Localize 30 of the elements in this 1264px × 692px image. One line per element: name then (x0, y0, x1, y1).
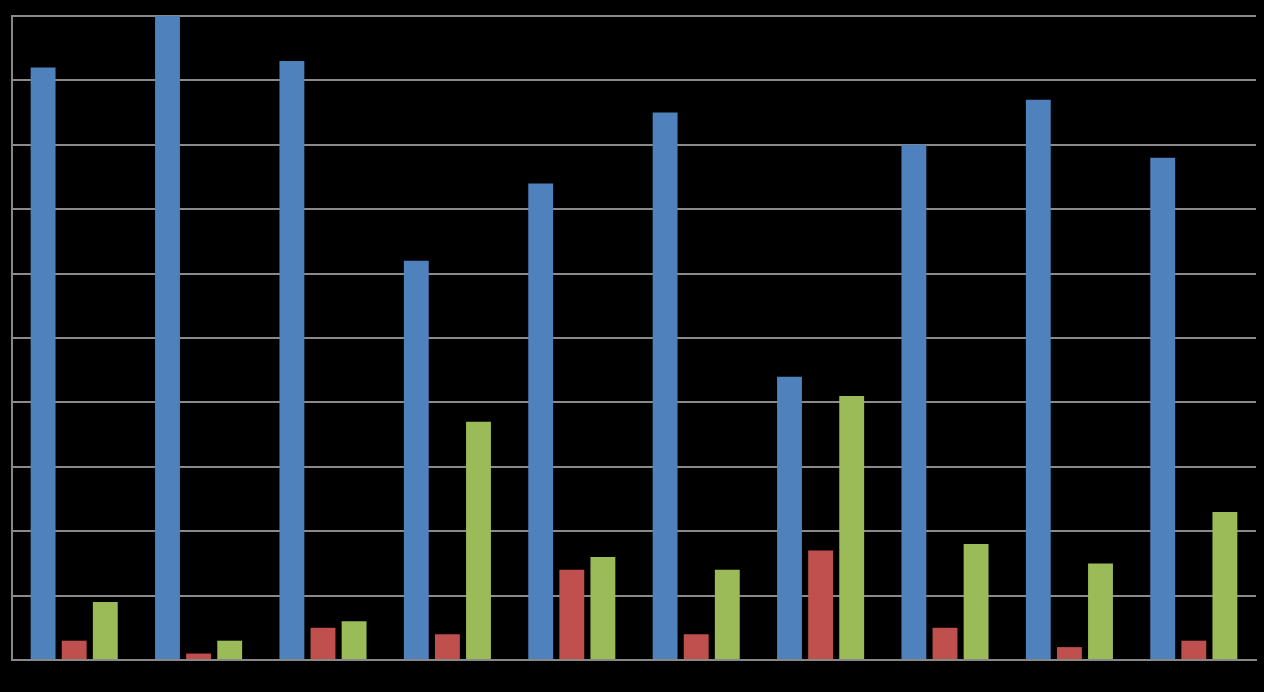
bar (932, 627, 958, 659)
bar (839, 395, 865, 659)
bar (217, 640, 243, 659)
bar (1212, 511, 1238, 659)
bar (1088, 563, 1113, 659)
bar (1025, 99, 1051, 659)
bar (155, 16, 180, 659)
bar (1056, 647, 1082, 659)
bar (777, 376, 802, 659)
bar (901, 144, 927, 659)
bar (652, 112, 678, 659)
bar (310, 627, 336, 659)
bar (1181, 640, 1207, 659)
bar (61, 640, 87, 659)
bar (186, 653, 212, 659)
bar (528, 183, 554, 659)
bar (683, 634, 709, 659)
bar (279, 61, 305, 659)
bar (466, 421, 491, 659)
bar (434, 634, 460, 659)
bar (963, 544, 989, 659)
bar (714, 569, 740, 659)
bar (30, 67, 56, 659)
bar (92, 602, 118, 659)
bar (559, 569, 585, 659)
bar (590, 556, 616, 659)
bar (403, 260, 429, 659)
bar (808, 550, 834, 659)
bar (341, 621, 367, 659)
bar (1150, 157, 1176, 659)
